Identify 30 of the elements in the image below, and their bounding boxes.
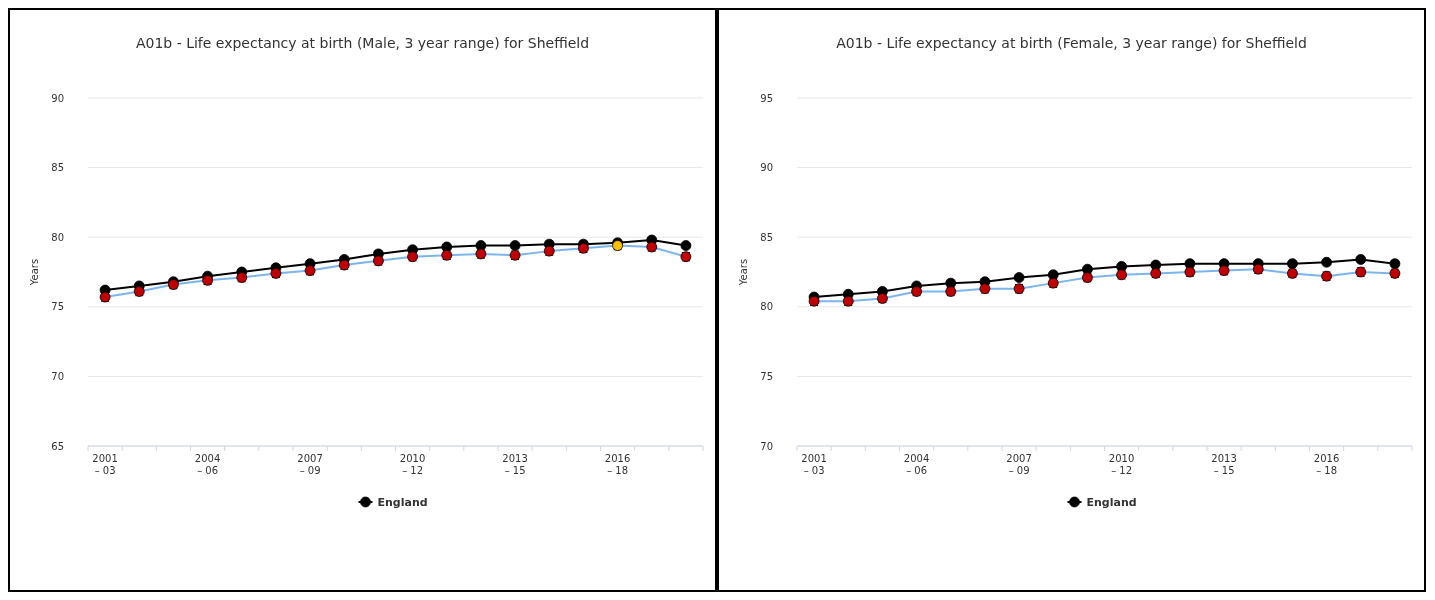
y-tick-label: 85 xyxy=(760,231,773,243)
y-tick-label: 90 xyxy=(51,92,64,104)
x-tick-label: 2007 – 09 xyxy=(1006,453,1032,476)
y-tick-label: 75 xyxy=(51,301,64,313)
x-tick-label: 2004 – 06 xyxy=(903,453,930,476)
chart-title: A01b - Life expectancy at birth (Male, 3 year range) for Sheffield xyxy=(135,35,590,51)
x-tick-label: 2013 – 15 xyxy=(502,453,528,476)
y-tick-label: 90 xyxy=(760,162,773,174)
x-tick-label: 2010 – 12 xyxy=(1108,453,1135,476)
y-axis-title: Years xyxy=(738,258,749,287)
x-tick-label: 2016 – 18 xyxy=(604,453,631,476)
x-tick-label: 2013 – 15 xyxy=(1211,453,1237,476)
y-tick-label: 85 xyxy=(51,162,64,174)
y-tick-label: 80 xyxy=(760,301,773,313)
y-axis-title: Years xyxy=(29,258,40,287)
x-tick-label: 2001 – 03 xyxy=(92,453,118,476)
x-tick-label: 2004 – 06 xyxy=(194,453,221,476)
y-tick-label: 70 xyxy=(51,370,64,382)
x-tick-label: 2001 – 03 xyxy=(801,453,827,476)
y-tick-label: 65 xyxy=(51,440,64,452)
x-tick-label: 2007 – 09 xyxy=(297,453,323,476)
chart-title: A01b - Life expectancy at birth (Female, 3 year range) for Sheffield xyxy=(836,35,1307,51)
y-tick-label: 75 xyxy=(760,370,773,382)
legend-label: England xyxy=(377,495,428,509)
y-tick-label: 70 xyxy=(760,440,773,452)
legend-label: England xyxy=(1086,495,1137,509)
y-tick-label: 80 xyxy=(51,231,64,243)
x-tick-label: 2010 – 12 xyxy=(399,453,426,476)
y-tick-label: 95 xyxy=(760,92,773,104)
x-tick-label: 2016 – 18 xyxy=(1313,453,1340,476)
